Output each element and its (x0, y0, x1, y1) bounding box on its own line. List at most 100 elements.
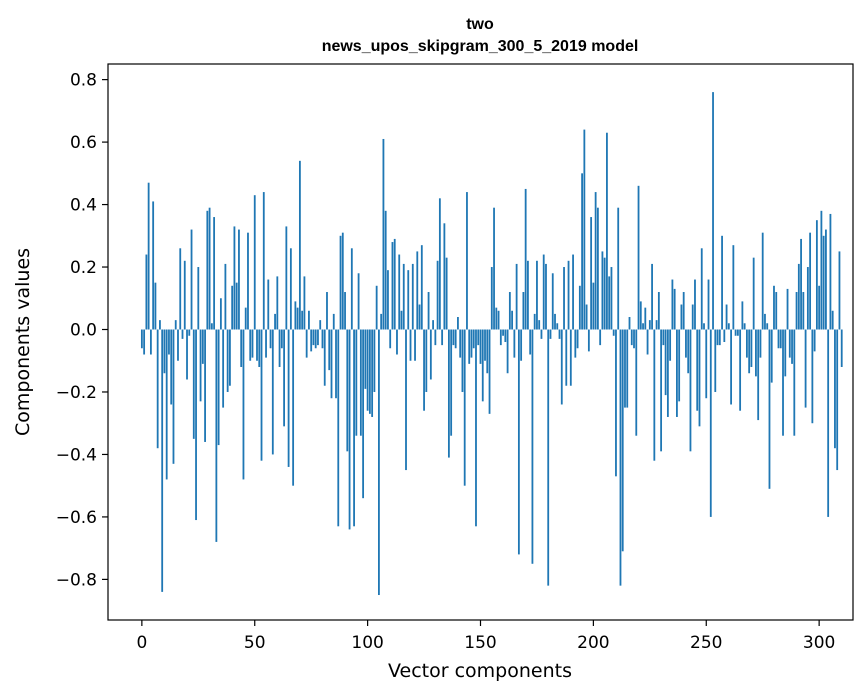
bar-3 (147, 182, 150, 330)
bar-8 (159, 320, 161, 330)
bar-50 (253, 195, 256, 330)
bar-257 (721, 235, 723, 330)
bar-308 (836, 329, 839, 471)
x-tick-label: 50 (244, 633, 266, 653)
bar-310 (840, 329, 843, 367)
bar-82 (326, 292, 328, 330)
bar-44 (240, 329, 243, 367)
bar-54 (262, 192, 265, 330)
bar-219 (635, 329, 638, 436)
x-axis-ticks: 0 50 100 150 200 250 300 (136, 620, 835, 653)
bar-65 (287, 329, 290, 467)
bar-195 (581, 173, 583, 330)
bar-202 (596, 207, 599, 330)
bar-80 (321, 329, 324, 349)
bar-271 (752, 257, 755, 330)
x-tick-label: 150 (464, 633, 496, 653)
bar-218 (633, 329, 635, 349)
bar-136 (447, 329, 450, 458)
bar-280 (773, 285, 775, 330)
bar-127 (427, 292, 430, 330)
x-tick-label: 300 (803, 633, 835, 653)
bar-83 (328, 329, 331, 371)
bar-71 (301, 310, 304, 330)
bar-87 (337, 329, 340, 527)
bar-174 (533, 313, 536, 330)
bar-15 (174, 320, 177, 330)
bar-293 (802, 292, 805, 330)
bar-298 (813, 329, 816, 352)
y-tick-label: 0.8 (70, 71, 97, 91)
bar-107 (382, 138, 385, 330)
bar-23 (192, 329, 195, 439)
bar-281 (775, 292, 778, 330)
bar-21 (188, 329, 191, 336)
bar-14 (172, 329, 175, 464)
bar-304 (827, 329, 830, 517)
bar-123 (418, 304, 421, 330)
bar-63 (283, 329, 285, 427)
bar-76 (312, 329, 315, 346)
bar-272 (755, 329, 757, 377)
bar-43 (238, 229, 240, 330)
bar-230 (660, 329, 663, 452)
bar-155 (490, 267, 493, 330)
chart-title-line2: news_upos_skipgram_300_5_2019 model (322, 38, 639, 55)
bar-229 (657, 292, 660, 330)
bar-193 (576, 329, 579, 349)
bar-198 (587, 329, 590, 352)
bar-180 (547, 329, 550, 586)
bar-20 (186, 329, 188, 380)
bar-206 (606, 132, 608, 330)
bar-121 (414, 329, 416, 361)
bar-294 (804, 329, 807, 408)
bar-178 (542, 254, 545, 330)
bar-97 (359, 329, 362, 436)
bar-40 (231, 285, 234, 330)
bar-144 (466, 192, 468, 330)
bar-259 (725, 304, 728, 330)
bar-238 (678, 329, 681, 402)
chart-title-line1: two (466, 16, 494, 33)
bar-95 (355, 329, 358, 436)
bar-177 (540, 329, 543, 339)
bar-17 (179, 248, 182, 330)
bar-299 (815, 220, 818, 330)
bar-274 (759, 329, 762, 358)
bar-212 (619, 329, 622, 586)
bar-27 (201, 329, 204, 364)
bar-262 (732, 245, 735, 330)
bar-197 (585, 304, 588, 330)
bar-216 (628, 317, 631, 330)
bar-175 (536, 260, 538, 330)
bar-101 (368, 329, 371, 414)
bar-122 (416, 251, 419, 330)
bar-126 (425, 329, 428, 392)
bar-89 (341, 232, 344, 330)
bar-31 (210, 323, 213, 330)
bar-39 (229, 329, 231, 386)
bar-108 (384, 210, 387, 330)
bar-16 (177, 329, 179, 361)
bar-25 (197, 267, 200, 330)
bar-292 (800, 238, 802, 330)
bar-237 (676, 329, 678, 417)
bar-90 (344, 292, 346, 330)
bar-35 (219, 298, 222, 330)
bar-13 (170, 329, 173, 405)
bar-249 (703, 323, 705, 330)
bar-93 (350, 248, 353, 330)
bar-250 (705, 329, 708, 399)
bar-284 (782, 329, 784, 436)
bar-163 (508, 292, 511, 330)
bar-217 (630, 329, 633, 346)
bar-62 (280, 329, 283, 349)
bar-41 (233, 226, 236, 330)
bar-9 (161, 329, 164, 592)
bar-138 (452, 329, 455, 346)
bar-224 (646, 329, 649, 355)
bar-255 (716, 329, 719, 346)
bar-26 (199, 329, 202, 402)
bar-112 (393, 238, 396, 330)
bar-301 (820, 210, 823, 330)
